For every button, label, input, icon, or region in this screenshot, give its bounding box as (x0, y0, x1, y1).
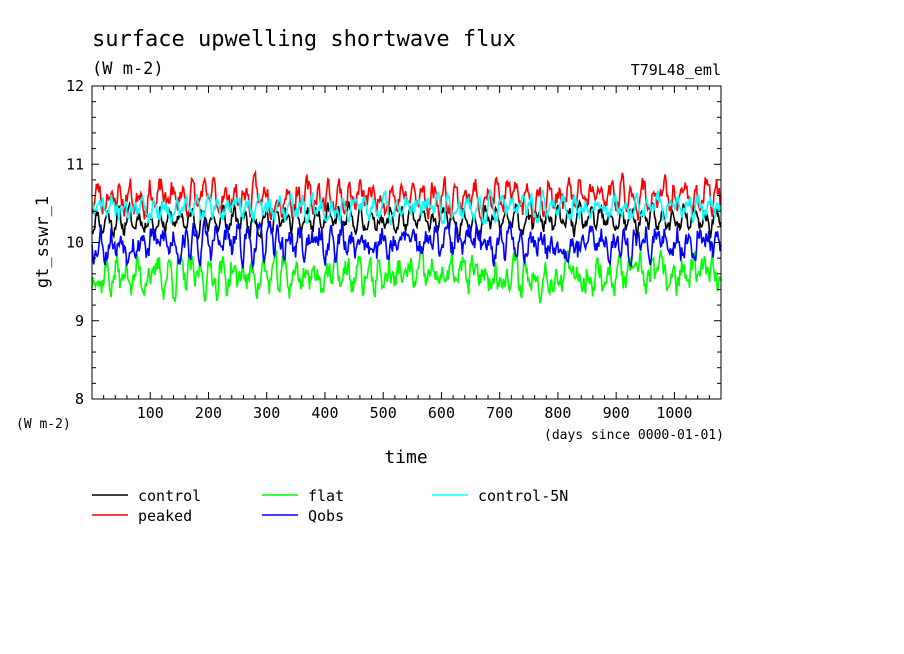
x-axis-label: time (384, 447, 427, 468)
y-tick-label: 10 (66, 234, 84, 252)
legend-label-flat: flat (308, 487, 344, 505)
legend: control peaked flat Qobs control-5N (92, 487, 568, 525)
chart-subtitle: (W m-2) (92, 59, 164, 79)
x-tick-label: 500 (370, 404, 397, 422)
x-tick-label: 1000 (656, 404, 692, 422)
legend-label-qobs: Qobs (308, 507, 344, 525)
x-tick-label: 300 (253, 404, 280, 422)
y-axis-label: gt_sswr_1 (33, 196, 53, 288)
run-label: T79L48_eml (631, 61, 721, 79)
x-tick-label: 400 (311, 404, 338, 422)
series-layer (91, 169, 722, 304)
series-line-qobs (91, 218, 722, 270)
x-tick-label: 800 (544, 404, 571, 422)
y-tick-label: 9 (75, 312, 84, 330)
y-tick-label: 8 (75, 390, 84, 408)
tick-layer (92, 86, 721, 399)
x-tick-label: 700 (486, 404, 513, 422)
y-tick-labels: 8 9 10 11 12 (66, 77, 84, 408)
y-axis-units: (W m-2) (16, 417, 71, 432)
y-tick-label: 12 (66, 77, 84, 95)
x-tick-label: 600 (428, 404, 455, 422)
series-line-control-5n (91, 188, 722, 226)
x-tick-labels: 100 200 300 400 500 600 700 800 900 1000 (137, 404, 693, 422)
chart-title: surface upwelling shortwave flux (92, 27, 516, 52)
y-tick-label: 11 (66, 155, 84, 173)
legend-label-control-5n: control-5N (478, 487, 568, 505)
x-tick-label: 100 (137, 404, 164, 422)
legend-label-control: control (138, 487, 201, 505)
legend-label-peaked: peaked (138, 507, 192, 525)
series-line-flat (91, 247, 722, 304)
x-tick-label: 900 (603, 404, 630, 422)
x-tick-label: 200 (195, 404, 222, 422)
x-axis-units: (days since 0000-01-01) (544, 428, 724, 443)
